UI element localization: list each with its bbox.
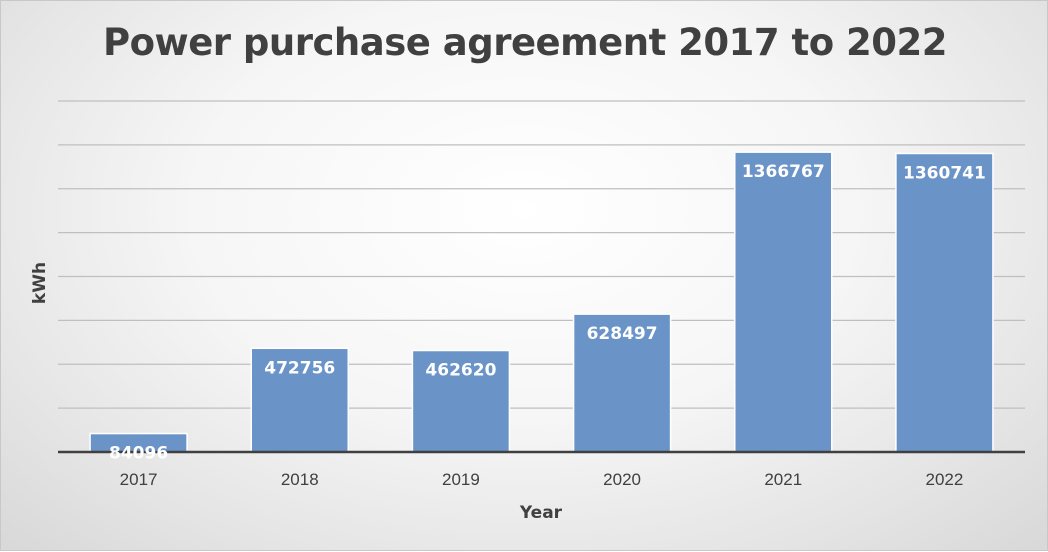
x-tick-label-2018: 2018 xyxy=(281,470,319,489)
x-tick-label-2021: 2021 xyxy=(764,470,802,489)
x-tick-labels: 2017 2018 2019 2020 2021 2022 xyxy=(120,470,964,489)
bar-2018 xyxy=(250,347,349,453)
data-label-2021: 1366767 xyxy=(742,162,825,182)
x-axis-title: Year xyxy=(519,503,563,523)
bar-2020 xyxy=(572,313,672,453)
gridlines xyxy=(58,100,1025,409)
data-label-2019: 462620 xyxy=(425,361,496,381)
data-label-2017: 84096 xyxy=(109,444,168,464)
x-tick-label-2022: 2022 xyxy=(926,470,964,489)
chart-title: Power purchase agreement 2017 to 2022 xyxy=(102,21,948,64)
bars xyxy=(89,151,994,453)
x-tick-label-2017: 2017 xyxy=(120,470,158,489)
x-tick-label-2020: 2020 xyxy=(603,470,641,489)
y-axis-title: kWh xyxy=(30,262,50,304)
data-label-2022: 1360741 xyxy=(903,163,986,183)
data-labels: 84096 472756 462620 628497 1366767 1360741 xyxy=(109,162,986,463)
data-label-2020: 628497 xyxy=(587,324,658,344)
x-tick-label-2019: 2019 xyxy=(442,470,480,489)
bar-2019 xyxy=(411,349,511,453)
bar-2022 xyxy=(895,152,994,453)
data-label-2018: 472756 xyxy=(264,358,335,378)
bar-2021 xyxy=(734,151,833,453)
